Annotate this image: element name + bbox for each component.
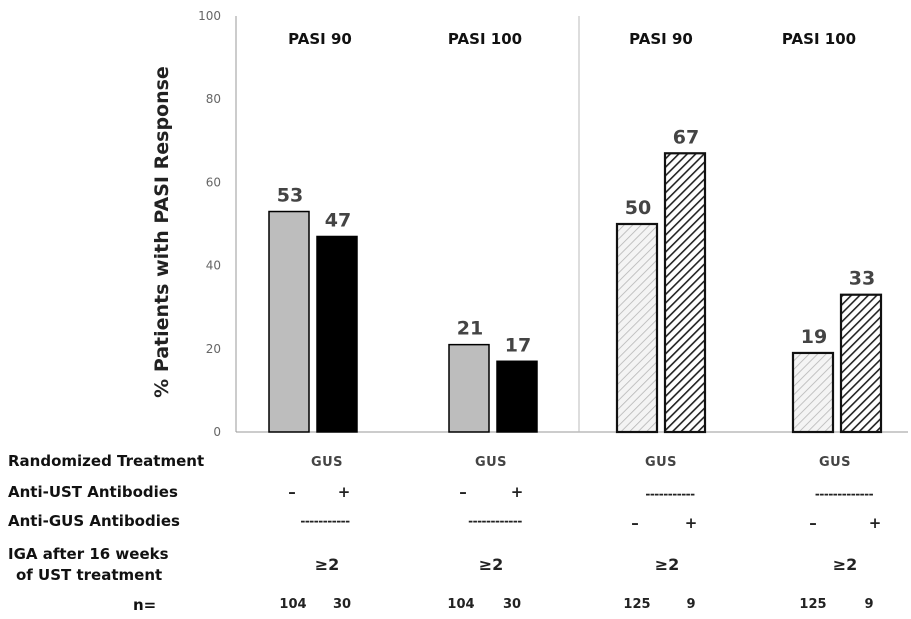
col2-iga: ≥2 xyxy=(478,555,504,574)
row-label-iga-line1: IGA after 16 weeks xyxy=(8,545,169,563)
data-label-group3-a: 50 xyxy=(625,197,651,219)
bar-group1-b xyxy=(316,235,358,433)
col3-anti-gus-plus: + xyxy=(684,514,698,532)
bar-group4-b xyxy=(839,293,883,434)
group-title-3: PASI 90 xyxy=(629,30,693,48)
col1-anti-gus-dashes: ----------- xyxy=(300,514,350,528)
group-title-1: PASI 90 xyxy=(288,30,352,48)
col4-treatment: GUS xyxy=(818,455,852,470)
col1-n-plus: 30 xyxy=(332,597,352,612)
group-title-4: PASI 100 xyxy=(782,30,856,48)
row-label-anti-ust-antibodies: Anti-UST Antibodies xyxy=(8,483,178,501)
row-label-randomized-treatment: Randomized Treatment xyxy=(8,452,205,470)
col3-treatment: GUS xyxy=(644,455,678,470)
bar-group2-b xyxy=(496,360,538,433)
bar-group4-a xyxy=(791,351,835,434)
y-tick-label-100: 100 xyxy=(198,9,221,23)
col4-anti-ust-dashes: ------------- xyxy=(814,487,874,501)
group-title-2: PASI 100 xyxy=(448,30,522,48)
col1-anti-ust-plus: + xyxy=(337,483,351,501)
data-label-group1-b: 47 xyxy=(325,209,351,231)
data-label-group2-b: 17 xyxy=(505,334,531,356)
col3-n-minus: 125 xyxy=(623,597,651,612)
col4-n-minus: 125 xyxy=(799,597,827,612)
bar-group3-a xyxy=(615,222,659,434)
row-label-iga-line2: of UST treatment xyxy=(16,566,163,584)
col1-iga: ≥2 xyxy=(314,555,340,574)
data-label-group3-b: 67 xyxy=(673,126,699,148)
col4-anti-gus-minus: – xyxy=(809,514,817,532)
data-label-group4-a: 19 xyxy=(801,326,827,348)
bar-chart: 0 20 40 60 80 100 % Patients with PASI Respons… xyxy=(151,9,908,439)
col3-anti-ust-dashes: ----------- xyxy=(645,487,695,501)
col2-n-minus: 104 xyxy=(447,597,475,612)
bar-group3-b xyxy=(663,152,707,434)
col2-anti-ust-minus: – xyxy=(459,483,467,501)
col1-anti-ust-minus: – xyxy=(288,483,296,501)
col3-n-plus: 9 xyxy=(686,597,696,612)
col3-iga: ≥2 xyxy=(654,555,680,574)
col3-anti-gus-minus: – xyxy=(631,514,639,532)
y-tick-label-0: 0 xyxy=(213,425,221,439)
col2-treatment: GUS xyxy=(474,455,508,470)
data-label-group2-a: 21 xyxy=(457,318,483,340)
col4-n-plus: 9 xyxy=(864,597,874,612)
col4-anti-gus-plus: + xyxy=(868,514,882,532)
col1-n-minus: 104 xyxy=(279,597,307,612)
col2-anti-ust-plus: + xyxy=(510,483,524,501)
y-tick-label-40: 40 xyxy=(206,259,221,273)
y-tick-label-80: 80 xyxy=(206,92,221,106)
y-axis-title: % Patients with PASI Response xyxy=(151,66,173,398)
col2-n-plus: 30 xyxy=(502,597,522,612)
col2-anti-gus-dashes: ------------ xyxy=(468,514,522,528)
row-label-n: n= xyxy=(133,596,157,614)
col1-treatment: GUS xyxy=(310,455,344,470)
bar-group2-a xyxy=(448,343,490,433)
row-label-anti-gus-antibodies: Anti-GUS Antibodies xyxy=(8,512,180,530)
bar-group1-a xyxy=(268,210,310,433)
y-tick-label-20: 20 xyxy=(206,342,221,356)
y-tick-label-60: 60 xyxy=(206,175,221,189)
col4-iga: ≥2 xyxy=(832,555,858,574)
data-label-group1-a: 53 xyxy=(277,185,303,207)
data-label-group4-b: 33 xyxy=(849,268,875,290)
